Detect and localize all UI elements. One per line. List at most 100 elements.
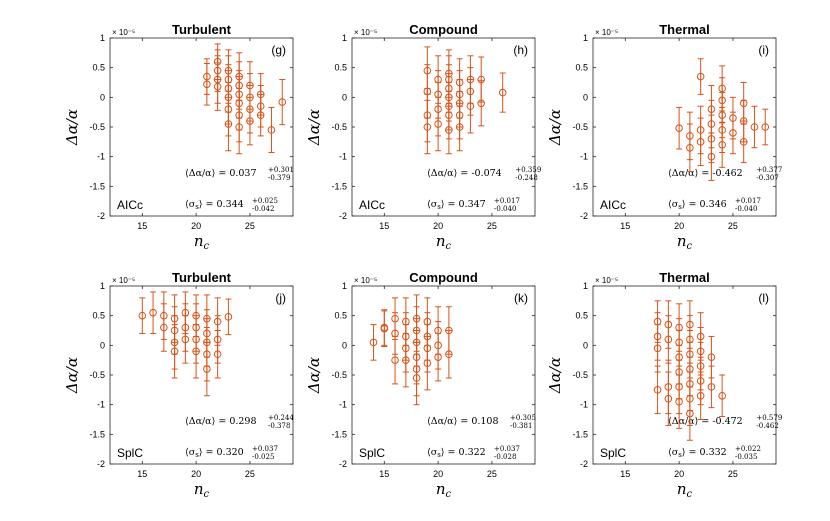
data-point <box>675 106 683 150</box>
point-marker <box>412 374 421 382</box>
mean-value: 0.108 <box>471 416 498 427</box>
point-marker <box>235 123 243 131</box>
x-tick-label: 15 <box>620 469 630 479</box>
sigma-prefix: ⟨σ <box>668 447 679 458</box>
sigma-subscript: s <box>195 451 199 459</box>
point-marker <box>686 143 694 152</box>
data-point <box>434 332 442 382</box>
data-point <box>455 102 464 152</box>
mean-value: -0.462 <box>712 168 742 179</box>
sigma-equals: ⟩ = <box>199 199 217 210</box>
data-point <box>267 106 276 154</box>
y-tick-label: 0 <box>583 92 588 102</box>
data-point <box>224 298 233 336</box>
sigma-prefix: ⟨σ <box>427 199 438 210</box>
data-point <box>412 350 421 406</box>
y-tick-label: -0.5 <box>89 122 105 132</box>
mean-annotation: ⟨Δα/α⟩ = 0.108 <box>427 416 499 427</box>
mean-annotation-prefix: ⟨Δα/α⟩ = <box>427 416 471 427</box>
axes-frame <box>351 285 536 465</box>
data-point <box>192 324 200 379</box>
mean-bounds: +0.377 <box>756 166 782 174</box>
sigma-lower: -0.040 <box>494 205 516 213</box>
mean-upper: +0.359 <box>515 166 541 174</box>
y-tick-label: 1 <box>100 281 105 291</box>
point-marker <box>653 386 662 394</box>
y-tick-label: -1 <box>339 152 347 162</box>
y-axis-label: Δα/α <box>546 109 564 146</box>
point-marker <box>391 356 399 364</box>
y-tick-label: 1 <box>100 33 105 43</box>
x-tick-label: 25 <box>487 221 497 231</box>
point-marker <box>729 129 737 137</box>
y-tick-label: -1 <box>580 152 588 162</box>
y-tick-label: 0 <box>342 340 347 350</box>
sigma-equals: ⟩ = <box>682 199 700 210</box>
y-tick-label: -1.5 <box>89 429 105 439</box>
y-tick-label: 1 <box>342 33 347 43</box>
y-axis-label: Δα/α <box>63 357 81 394</box>
panel-k: 1 0.5 0 -0.5 -1 -1.5 -2 15 20 25 × 10⁻⁵ Compound (k)… <box>305 270 536 500</box>
data-point <box>246 96 254 146</box>
mean-upper: +0.244 <box>268 414 294 422</box>
x-tick-label: 15 <box>379 469 389 479</box>
x-tick-label: 20 <box>433 221 443 231</box>
sigma-equals: ⟩ = <box>441 447 459 458</box>
sigma-bounds: +0.037 <box>494 445 520 453</box>
point-marker <box>675 124 683 132</box>
x-axis-label-main: n <box>677 480 687 498</box>
data-point <box>391 335 399 385</box>
data-point <box>434 96 442 152</box>
sigma-bounds: +0.037 <box>252 445 278 453</box>
sigma-prefix: ⟨σ <box>427 447 438 458</box>
mean-bounds-lower: -0.379 <box>268 174 290 182</box>
data-point <box>466 79 475 134</box>
point-marker <box>664 394 673 403</box>
mean-lower: -0.307 <box>756 174 778 182</box>
y-tick-label: 0.5 <box>92 63 105 73</box>
sigma-value: 0.332 <box>700 447 727 458</box>
point-marker <box>718 141 726 149</box>
mean-bounds-lower: -0.378 <box>268 422 290 430</box>
data-point <box>729 111 737 155</box>
point-marker <box>675 397 683 406</box>
point-marker <box>246 117 254 125</box>
x-tick-label: 25 <box>728 221 738 231</box>
point-marker <box>707 152 716 161</box>
x-tick-label: 15 <box>379 221 389 231</box>
point-marker <box>696 138 705 146</box>
y-tick-label: 0 <box>100 92 105 102</box>
data-point <box>224 96 233 152</box>
y-tick-label: -2 <box>339 211 347 221</box>
panel-title: Thermal <box>659 22 710 37</box>
panel-g: 1 0.5 0 -0.5 -1 -1.5 -2 15 20 25 × 10⁻⁵ Turbulent (g… <box>63 22 294 252</box>
point-marker <box>203 365 211 373</box>
mean-upper: +0.579 <box>756 414 782 422</box>
axes-frame <box>592 37 777 217</box>
sigma-bounds-lower: -0.035 <box>735 453 757 461</box>
mean-lower: -0.248 <box>515 174 537 182</box>
sigma-prefix: ⟨σ <box>668 199 679 210</box>
panel-l: 1 0.5 0 -0.5 -1 -1.5 -2 15 20 25 × 10⁻⁵ Thermal (l) S… <box>546 270 782 500</box>
point-marker <box>278 98 287 106</box>
sigma-prefix: ⟨σ <box>185 199 196 210</box>
x-axis-label-subscript: c <box>204 489 210 500</box>
mean-annotation-prefix: ⟨Δα/α⟩ = <box>668 168 712 179</box>
x-axis-label: nc <box>194 232 210 252</box>
data-point <box>423 335 432 391</box>
x-axis-label-subscript: c <box>204 241 210 252</box>
y-tick-label: -1.5 <box>572 429 588 439</box>
y-tick-label: 0.5 <box>334 63 347 73</box>
y-exponent-label: × 10⁻⁵ <box>112 276 135 285</box>
method-label: SplC <box>117 446 143 460</box>
x-axis-label-main: n <box>436 480 446 498</box>
x-axis-label: nc <box>677 480 693 500</box>
data-point <box>256 93 265 137</box>
panel-tag: (i) <box>758 43 769 57</box>
y-exponent-label: × 10⁻⁵ <box>595 28 618 37</box>
sigma-lower: -0.040 <box>735 205 757 213</box>
y-axis-label: Δα/α <box>305 109 323 146</box>
y-tick-label: -0.5 <box>572 122 588 132</box>
point-marker <box>739 138 748 146</box>
